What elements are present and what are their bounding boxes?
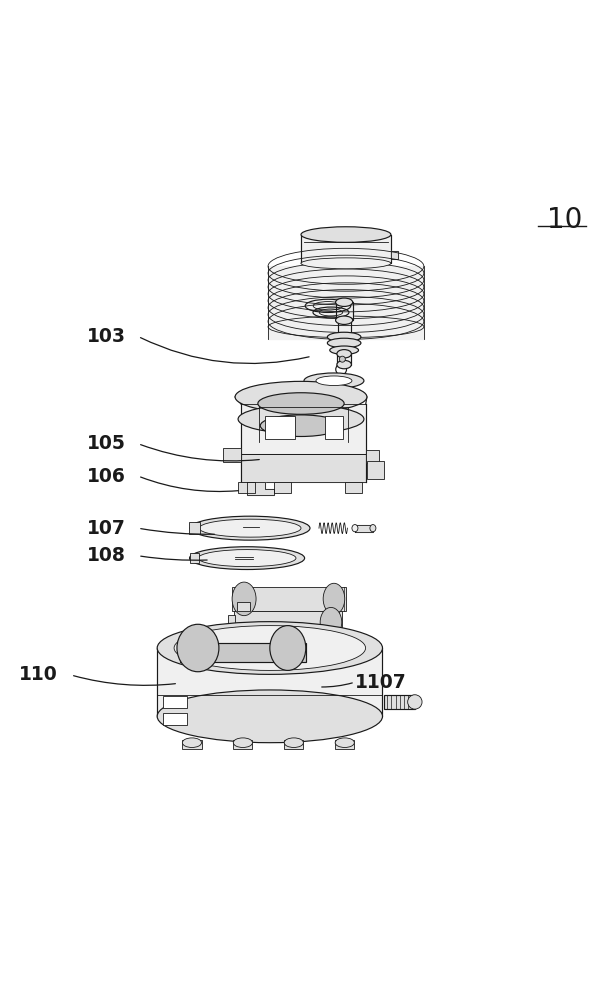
- Ellipse shape: [235, 381, 367, 413]
- Text: 1107: 1107: [355, 673, 407, 692]
- Ellipse shape: [199, 519, 301, 537]
- Polygon shape: [268, 266, 424, 339]
- Text: 105: 105: [87, 434, 125, 453]
- Ellipse shape: [260, 415, 342, 436]
- Bar: [163, 713, 187, 725]
- Text: 108: 108: [87, 546, 125, 565]
- Bar: [189, 522, 200, 534]
- Ellipse shape: [320, 607, 342, 637]
- Ellipse shape: [323, 583, 345, 614]
- Bar: [237, 602, 250, 611]
- Ellipse shape: [157, 690, 382, 743]
- Ellipse shape: [330, 346, 359, 354]
- Ellipse shape: [327, 338, 361, 348]
- Bar: [223, 448, 241, 462]
- Bar: [383, 695, 415, 709]
- Ellipse shape: [190, 516, 310, 540]
- Polygon shape: [157, 648, 382, 716]
- Bar: [325, 416, 343, 439]
- Ellipse shape: [198, 550, 296, 567]
- Bar: [265, 416, 295, 439]
- Ellipse shape: [337, 350, 352, 358]
- Ellipse shape: [370, 525, 376, 532]
- Bar: [284, 740, 303, 749]
- Polygon shape: [241, 404, 366, 454]
- Bar: [180, 643, 306, 662]
- Ellipse shape: [177, 624, 219, 672]
- Bar: [274, 482, 291, 493]
- Ellipse shape: [340, 356, 346, 362]
- Ellipse shape: [270, 626, 306, 670]
- Ellipse shape: [352, 525, 358, 532]
- Ellipse shape: [335, 316, 353, 324]
- Ellipse shape: [157, 622, 382, 674]
- Bar: [163, 696, 187, 708]
- Polygon shape: [355, 525, 373, 532]
- Polygon shape: [335, 302, 353, 320]
- Polygon shape: [337, 354, 352, 365]
- Bar: [345, 482, 362, 493]
- Ellipse shape: [408, 695, 422, 709]
- Bar: [234, 611, 342, 634]
- Polygon shape: [301, 235, 391, 263]
- Ellipse shape: [335, 738, 355, 747]
- Ellipse shape: [268, 316, 424, 338]
- Bar: [367, 461, 383, 479]
- Ellipse shape: [316, 376, 352, 386]
- Ellipse shape: [190, 547, 305, 570]
- Bar: [234, 740, 252, 749]
- Ellipse shape: [238, 405, 364, 433]
- Ellipse shape: [258, 393, 344, 414]
- Ellipse shape: [301, 227, 391, 242]
- Bar: [232, 587, 346, 611]
- Polygon shape: [391, 251, 398, 259]
- Polygon shape: [338, 320, 351, 337]
- Bar: [182, 740, 202, 749]
- Ellipse shape: [174, 626, 365, 670]
- Bar: [238, 482, 255, 493]
- Bar: [366, 450, 379, 463]
- Polygon shape: [247, 482, 274, 495]
- Ellipse shape: [301, 258, 391, 269]
- Ellipse shape: [284, 738, 303, 747]
- Polygon shape: [241, 454, 366, 482]
- Text: 10: 10: [547, 206, 582, 234]
- Text: 106: 106: [87, 467, 125, 486]
- Ellipse shape: [182, 738, 202, 747]
- Ellipse shape: [234, 738, 252, 747]
- Text: 107: 107: [87, 519, 125, 538]
- Text: 103: 103: [87, 327, 125, 346]
- Bar: [190, 553, 199, 563]
- Ellipse shape: [337, 360, 352, 369]
- Ellipse shape: [232, 582, 256, 616]
- Ellipse shape: [335, 298, 353, 306]
- Bar: [335, 740, 355, 749]
- Bar: [237, 634, 250, 642]
- Ellipse shape: [327, 332, 361, 342]
- Ellipse shape: [304, 373, 364, 389]
- Bar: [228, 615, 235, 629]
- Text: 110: 110: [19, 665, 58, 684]
